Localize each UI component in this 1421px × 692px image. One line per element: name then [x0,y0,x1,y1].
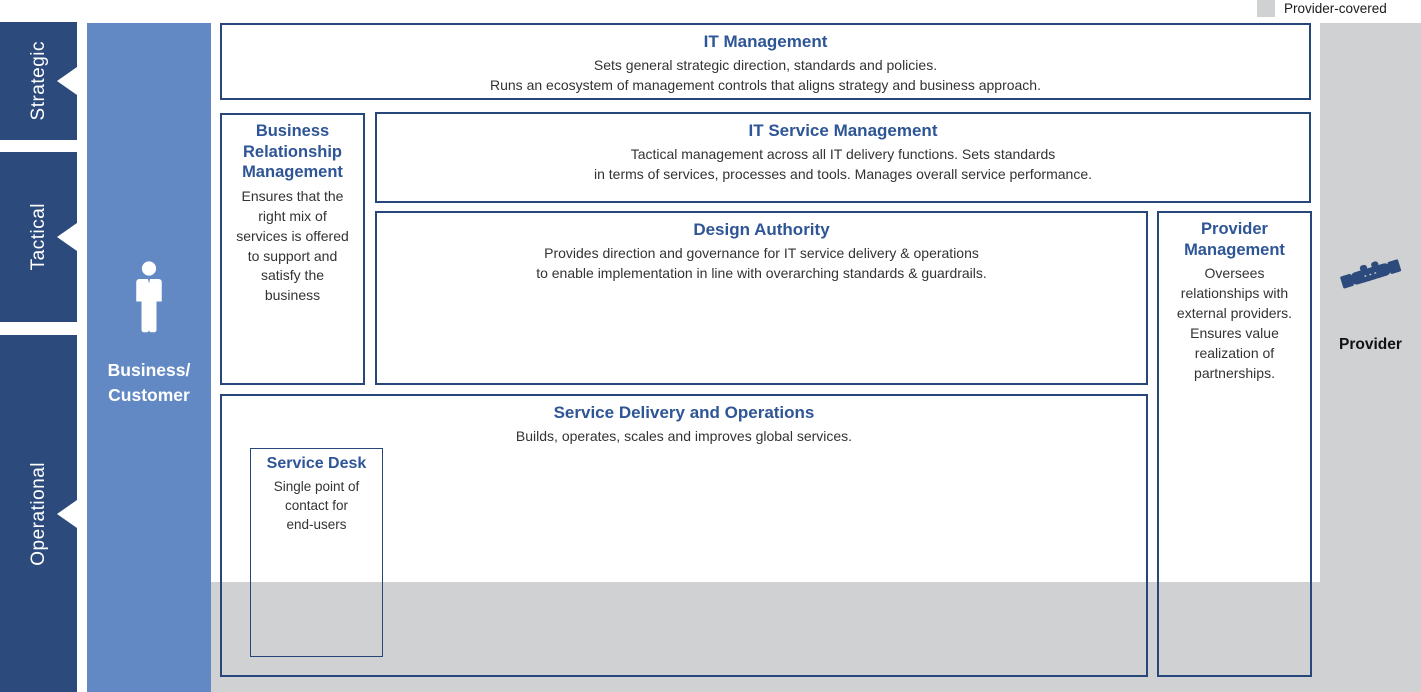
box-title: Service Desk [266,455,367,472]
box-it-service-management: IT Service Management Tactical managemen… [375,112,1311,203]
box-title: Business Relationship Management [242,122,343,182]
left-arrow-notch-icon [57,223,77,251]
person-icon [133,261,165,338]
box-title: Provider Management [1184,220,1285,259]
box-it-management: IT Management Sets general strategic dir… [220,23,1311,100]
business-customer-label: Business/ Customer [107,360,191,405]
provider-covered-band [211,582,1421,692]
left-arrow-notch-icon [57,499,77,528]
provider-column: Provider [1320,23,1421,692]
box-title: Service Delivery and Operations [553,403,815,422]
box-body: Provides direction and governance for IT… [536,245,987,282]
box-body: Ensures that the right mix of services i… [236,187,349,304]
box-title: IT Management [703,32,828,51]
box-body: Single point of contact for end-users [273,479,360,533]
box-body: Builds, operates, scales and improves gl… [515,428,853,445]
legend: Provider-covered [1257,0,1387,17]
box-provider-management: Provider Management Oversees relationshi… [1157,211,1312,677]
box-service-desk: Service Desk Single point of contact for… [250,448,383,657]
left-arrow-notch-icon [57,67,77,95]
level-operational: Operational [0,335,77,692]
legend-label: Provider-covered [1284,1,1387,16]
level-tactical: Tactical [0,152,77,322]
level-operational-label: Operational [27,461,49,566]
box-service-delivery-and-operations: Service Delivery and Operations Builds, … [220,394,1148,677]
provider-covered-swatch-icon [1257,0,1275,17]
box-title: Design Authority [693,220,830,239]
box-title: IT Service Management [748,121,938,140]
box-business-relationship-management: Business Relationship Management Ensures… [220,113,365,385]
level-strategic: Strategic [0,22,77,140]
provider-label: Provider [1339,336,1402,353]
box-body: Tactical management across all IT delive… [594,146,1092,183]
business-customer-column: Business/ Customer [87,23,211,692]
box-body: Sets general strategic direction, standa… [490,57,1041,94]
level-strategic-label: Strategic [27,41,49,121]
box-design-authority: Design Authority Provides direction and … [375,211,1148,385]
box-body: Oversees relationships with external pro… [1176,265,1293,381]
level-tactical-label: Tactical [27,203,49,271]
handshake-icon [1339,251,1402,304]
